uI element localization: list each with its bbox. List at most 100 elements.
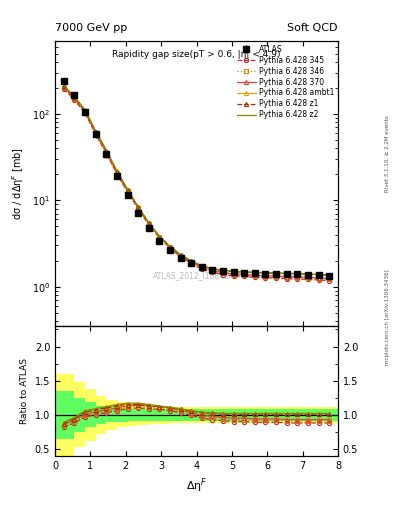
Pythia 6.428 345 [104,150,108,156]
Pythia 6.428 370 [83,109,88,115]
Pythia 6.428 370 [263,273,268,279]
Pythia 6.428 ambt1 [242,269,247,275]
Pythia 6.428 345 [125,189,130,195]
Pythia 6.428 370 [125,187,130,194]
Pythia 6.428 370 [242,271,247,278]
Pythia 6.428 z1 [316,272,321,278]
Pythia 6.428 370 [231,271,236,277]
Pythia 6.428 370 [178,252,183,259]
Pythia 6.428 z1 [94,129,98,135]
Text: mcplots.cern.ch [arXiv:1306.3436]: mcplots.cern.ch [arXiv:1306.3436] [385,270,390,365]
Pythia 6.428 345 [295,276,300,282]
Pythia 6.428 ambt1 [178,252,183,258]
Pythia 6.428 ambt1 [210,266,215,272]
Pythia 6.428 345 [72,97,77,103]
Pythia 6.428 z1 [147,220,151,226]
Pythia 6.428 z2 [274,270,279,276]
Line: Pythia 6.428 345: Pythia 6.428 345 [62,87,331,283]
Pythia 6.428 346 [189,260,194,266]
Pythia 6.428 ambt1 [231,269,236,275]
Pythia 6.428 z1 [62,83,66,90]
Pythia 6.428 z1 [231,269,236,275]
Pythia 6.428 ambt1 [115,168,119,175]
Pythia 6.428 346 [210,268,215,274]
Pythia 6.428 z2 [115,168,119,174]
Pythia 6.428 z2 [221,267,226,273]
Pythia 6.428 370 [72,95,77,101]
Pythia 6.428 ambt1 [104,147,108,154]
Pythia 6.428 370 [168,244,173,250]
Pythia 6.428 346 [178,253,183,259]
Pythia 6.428 370 [285,274,289,280]
Pythia 6.428 346 [83,110,88,116]
Pythia 6.428 345 [306,276,310,283]
Pythia 6.428 z1 [242,269,247,275]
Pythia 6.428 z1 [210,266,215,272]
Pythia 6.428 ambt1 [274,270,279,276]
Pythia 6.428 z1 [263,270,268,276]
Pythia 6.428 345 [115,171,119,177]
Pythia 6.428 345 [178,254,183,260]
Pythia 6.428 ambt1 [316,272,321,278]
Text: 7000 GeV pp: 7000 GeV pp [55,23,127,33]
Pythia 6.428 z1 [253,270,257,276]
Pythia 6.428 346 [125,188,130,194]
Pythia 6.428 346 [168,244,173,250]
Pythia 6.428 ambt1 [327,272,332,279]
Pythia 6.428 ambt1 [94,129,98,135]
Pythia 6.428 345 [94,131,98,137]
Pythia 6.428 z1 [189,258,194,264]
Pythia 6.428 346 [285,274,289,281]
Pythia 6.428 ambt1 [306,271,310,278]
Pythia 6.428 345 [242,273,247,280]
Pythia 6.428 370 [221,269,226,275]
Pythia 6.428 z2 [200,263,204,269]
Pythia 6.428 z2 [178,252,183,258]
Pythia 6.428 z2 [327,272,332,278]
Pythia 6.428 z1 [136,204,141,210]
Text: Soft QCD: Soft QCD [288,23,338,33]
Pythia 6.428 z2 [83,107,88,113]
Legend: ATLAS, Pythia 6.428 345, Pythia 6.428 346, Pythia 6.428 370, Pythia 6.428 ambt1,: ATLAS, Pythia 6.428 345, Pythia 6.428 34… [235,43,336,121]
Pythia 6.428 z1 [306,271,310,278]
Pythia 6.428 ambt1 [200,263,204,269]
Y-axis label: dσ / dΔη$^F$ [mb]: dσ / dΔη$^F$ [mb] [10,147,26,220]
Pythia 6.428 346 [231,272,236,278]
Pythia 6.428 z1 [327,272,332,279]
Y-axis label: Ratio to ATLAS: Ratio to ATLAS [20,358,29,424]
X-axis label: Δη$^F$: Δη$^F$ [186,476,207,495]
Pythia 6.428 z2 [168,243,173,249]
Line: Pythia 6.428 346: Pythia 6.428 346 [62,86,331,281]
Pythia 6.428 z1 [104,148,108,154]
Pythia 6.428 z2 [306,271,310,277]
Pythia 6.428 ambt1 [136,204,141,210]
Pythia 6.428 345 [147,222,151,228]
Pythia 6.428 345 [263,275,268,281]
Line: Pythia 6.428 z2: Pythia 6.428 z2 [64,86,329,275]
Pythia 6.428 z2 [62,82,66,89]
Pythia 6.428 ambt1 [83,107,88,113]
Pythia 6.428 346 [221,270,226,276]
Pythia 6.428 z2 [147,220,151,226]
Pythia 6.428 345 [231,273,236,279]
Pythia 6.428 z2 [263,270,268,276]
Pythia 6.428 ambt1 [125,186,130,193]
Pythia 6.428 370 [200,265,204,271]
Pythia 6.428 ambt1 [147,220,151,226]
Pythia 6.428 345 [316,277,321,283]
Pythia 6.428 z2 [136,204,141,210]
Pythia 6.428 z2 [285,270,289,276]
Pythia 6.428 z2 [231,268,236,274]
Pythia 6.428 346 [157,234,162,240]
Pythia 6.428 345 [253,274,257,281]
Pythia 6.428 346 [136,205,141,211]
Pythia 6.428 346 [104,150,108,156]
Pythia 6.428 346 [115,170,119,177]
Pythia 6.428 z1 [83,108,88,114]
Pythia 6.428 z1 [168,244,173,250]
Pythia 6.428 z1 [125,187,130,193]
Pythia 6.428 z1 [72,94,77,100]
Pythia 6.428 370 [295,274,300,280]
Pythia 6.428 ambt1 [72,94,77,100]
Pythia 6.428 z1 [221,268,226,274]
